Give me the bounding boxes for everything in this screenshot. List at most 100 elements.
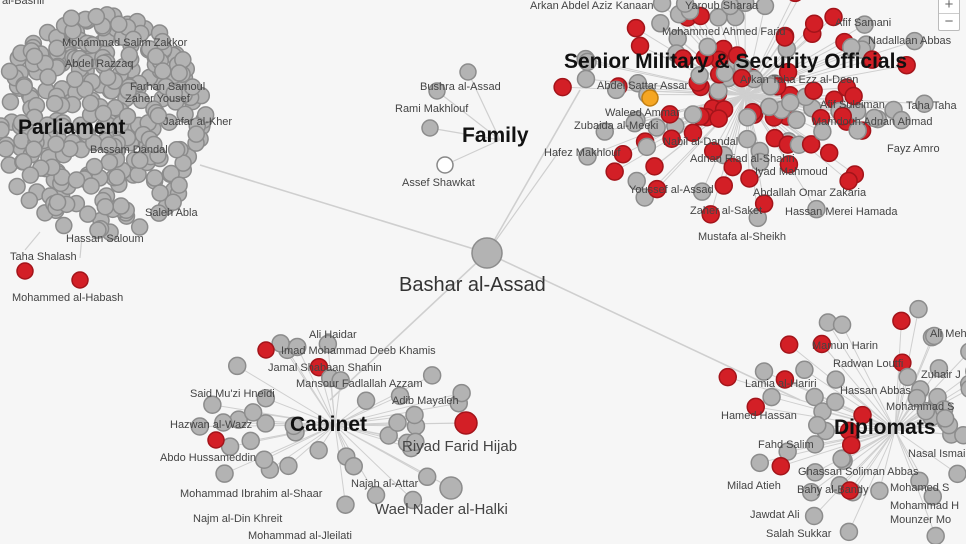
node[interactable] bbox=[279, 456, 298, 476]
node[interactable] bbox=[954, 425, 966, 445]
node[interactable] bbox=[187, 125, 206, 143]
node[interactable] bbox=[660, 105, 680, 124]
node[interactable] bbox=[167, 140, 186, 159]
node[interactable] bbox=[826, 370, 846, 389]
zoom-in-button[interactable]: + bbox=[939, 0, 959, 14]
node[interactable] bbox=[422, 366, 442, 385]
node[interactable] bbox=[842, 38, 861, 57]
node[interactable] bbox=[832, 449, 851, 469]
node[interactable] bbox=[839, 522, 859, 542]
node[interactable] bbox=[923, 487, 943, 506]
node[interactable] bbox=[625, 113, 644, 133]
node[interactable] bbox=[25, 47, 44, 66]
node[interactable] bbox=[331, 371, 350, 390]
node[interactable] bbox=[154, 62, 172, 80]
node[interactable] bbox=[45, 94, 64, 113]
node[interactable] bbox=[804, 81, 823, 100]
node[interactable] bbox=[94, 104, 113, 123]
node[interactable] bbox=[832, 315, 852, 334]
zoom-out-button[interactable]: − bbox=[944, 13, 954, 30]
node[interactable] bbox=[62, 9, 81, 27]
node[interactable] bbox=[146, 169, 164, 187]
node[interactable] bbox=[406, 432, 425, 452]
node[interactable] bbox=[960, 343, 966, 361]
node[interactable] bbox=[284, 416, 304, 436]
node[interactable] bbox=[675, 0, 695, 13]
node[interactable] bbox=[652, 0, 672, 13]
node[interactable] bbox=[673, 49, 693, 68]
node[interactable] bbox=[916, 401, 936, 421]
node[interactable] bbox=[795, 360, 814, 380]
node[interactable] bbox=[421, 119, 439, 137]
node[interactable] bbox=[82, 177, 100, 195]
node[interactable] bbox=[935, 409, 955, 428]
node[interactable] bbox=[905, 31, 924, 51]
node[interactable] bbox=[732, 68, 752, 88]
node[interactable] bbox=[79, 205, 97, 223]
node[interactable] bbox=[907, 388, 927, 408]
node[interactable] bbox=[804, 506, 824, 526]
node[interactable] bbox=[108, 168, 126, 186]
node[interactable] bbox=[960, 380, 966, 398]
node[interactable] bbox=[709, 81, 728, 100]
node[interactable] bbox=[20, 191, 39, 210]
node[interactable] bbox=[855, 15, 874, 34]
node[interactable] bbox=[170, 176, 188, 194]
node[interactable] bbox=[779, 155, 799, 174]
node[interactable] bbox=[309, 357, 329, 377]
node[interactable] bbox=[336, 495, 355, 514]
node[interactable] bbox=[651, 14, 670, 33]
node[interactable] bbox=[626, 18, 646, 38]
node[interactable] bbox=[924, 326, 944, 346]
node[interactable] bbox=[929, 359, 949, 378]
node[interactable] bbox=[778, 62, 798, 82]
node[interactable] bbox=[801, 482, 821, 502]
node[interactable] bbox=[808, 415, 827, 435]
node[interactable] bbox=[256, 414, 275, 433]
node[interactable] bbox=[775, 370, 795, 389]
node[interactable] bbox=[606, 80, 626, 100]
node[interactable] bbox=[0, 140, 15, 158]
node[interactable] bbox=[750, 152, 770, 172]
node[interactable] bbox=[243, 403, 263, 422]
node[interactable] bbox=[21, 166, 40, 184]
node[interactable] bbox=[388, 413, 407, 432]
node[interactable] bbox=[12, 114, 31, 132]
node[interactable] bbox=[746, 397, 765, 417]
node[interactable] bbox=[627, 171, 646, 191]
node[interactable] bbox=[15, 78, 34, 96]
node[interactable] bbox=[630, 36, 650, 56]
node[interactable] bbox=[95, 54, 113, 72]
node[interactable] bbox=[701, 205, 720, 224]
node[interactable] bbox=[112, 197, 130, 215]
node[interactable] bbox=[909, 299, 928, 319]
node[interactable] bbox=[709, 109, 728, 128]
node[interactable] bbox=[131, 151, 149, 170]
node[interactable] bbox=[812, 334, 832, 354]
node[interactable] bbox=[759, 97, 779, 117]
node[interactable] bbox=[96, 197, 115, 216]
node[interactable] bbox=[98, 68, 117, 87]
node[interactable] bbox=[71, 271, 89, 289]
node[interactable] bbox=[207, 431, 225, 449]
node[interactable] bbox=[176, 105, 194, 124]
node[interactable] bbox=[647, 118, 666, 137]
node[interactable] bbox=[848, 121, 867, 140]
node[interactable] bbox=[813, 122, 832, 141]
node[interactable] bbox=[805, 463, 825, 482]
node[interactable] bbox=[738, 108, 757, 127]
node[interactable] bbox=[403, 490, 423, 510]
node[interactable] bbox=[417, 467, 437, 487]
node[interactable] bbox=[145, 135, 163, 154]
node[interactable] bbox=[683, 123, 703, 143]
node[interactable] bbox=[436, 156, 454, 174]
node[interactable] bbox=[452, 383, 471, 403]
node[interactable] bbox=[8, 177, 26, 196]
node[interactable] bbox=[641, 89, 659, 107]
node[interactable] bbox=[595, 122, 614, 141]
node[interactable] bbox=[428, 82, 446, 100]
node[interactable] bbox=[119, 82, 137, 100]
node[interactable] bbox=[801, 135, 821, 154]
node[interactable] bbox=[150, 204, 168, 222]
